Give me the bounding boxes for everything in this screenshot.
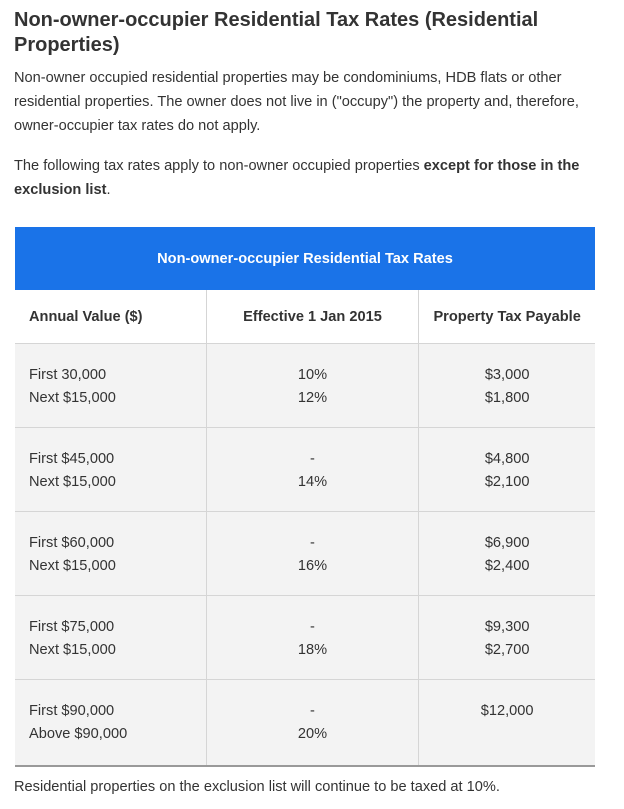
tax-payable-cell: $3,000 $1,800 (418, 343, 595, 428)
tax-payable-cell: $4,800 $2,100 (418, 427, 595, 512)
tax-payable-cell-line: $2,700 (484, 642, 530, 658)
table-row: First $75,000 Next $15,000 - 18% $9,300 $2,70… (15, 595, 595, 680)
annual-value-cell-line: First $90,000 (29, 703, 115, 719)
rate-cell: - 16% (205, 511, 419, 596)
annual-value-cell: First $75,000 Next $15,000 (15, 595, 207, 680)
tax-payable-cell-line: $6,900 (484, 535, 530, 551)
rate-cell-line: - (310, 451, 315, 467)
annual-value-cell: First $90,000 Above $90,000 (15, 679, 207, 767)
rate-cell-line: 14% (297, 474, 328, 490)
annual-value-cell-line: Next $15,000 (29, 642, 116, 658)
annual-value-cell-line: First 30,000 (29, 367, 107, 383)
annual-value-cell: First 30,000 Next $15,000 (15, 343, 207, 428)
tax-payable-cell-line: $2,100 (484, 474, 530, 490)
annual-value-cell-line: Next $15,000 (29, 558, 116, 574)
rate-cell-line: 18% (297, 642, 328, 658)
rates-text-prefix: The following tax rates apply to non-own… (14, 158, 424, 174)
rate-cell-line: - (310, 535, 315, 551)
tax-payable-cell-line: $3,000 (484, 367, 530, 383)
rate-cell-line: 20% (297, 726, 328, 742)
rate-cell-line: - (310, 619, 315, 635)
header-annual-value: Annual Value ($) (15, 290, 207, 344)
annual-value-cell: First $60,000 Next $15,000 (15, 511, 207, 596)
table-row: First 30,000 Next $15,000 10% 12% $3,000 $1,8… (15, 343, 595, 428)
header-tax-payable: Property Tax Payable (418, 290, 595, 344)
exclusion-emphasis: except for those in the exclusion list (14, 158, 580, 198)
annual-value-cell-line: First $45,000 (29, 451, 115, 467)
table-row: First $90,000 Above $90,000 - 20% $12,000 (15, 679, 595, 767)
table-row: First $45,000 Next $15,000 - 14% $4,800 $2,10… (15, 427, 595, 512)
rate-cell-line: 16% (297, 558, 328, 574)
rates-paragraph: The following tax rates apply to non-own… (14, 154, 612, 202)
tax-payable-cell-line: $2,400 (484, 558, 530, 574)
rate-cell: - 20% (205, 679, 419, 767)
annual-value-cell-line: Next $15,000 (29, 474, 116, 490)
footnote: Residential properties on the exclusion … (14, 778, 500, 795)
annual-value-cell: First $45,000 Next $15,000 (15, 427, 207, 512)
rates-text-suffix: . (106, 182, 111, 198)
table-caption: Non-owner-occupier Residential Tax Rates (15, 227, 595, 290)
tax-payable-cell-line (419, 723, 595, 746)
annual-value-cell-line: First $60,000 (29, 535, 115, 551)
tax-payable-cell-line: $1,800 (484, 390, 530, 406)
page-title: Non-owner-occupier Residential Tax Rates… (14, 9, 539, 56)
rate-cell: - 14% (205, 427, 419, 512)
tax-payable-cell: $12,000 (418, 679, 595, 767)
table-row: First $60,000 Next $15,000 - 16% $6,900 $2,40… (15, 511, 595, 596)
annual-value-cell-line: Next $15,000 (29, 390, 116, 406)
rate-cell: - 18% (205, 595, 419, 680)
annual-value-cell-line: First $75,000 (29, 619, 115, 635)
rate-cell: 10% 12% (205, 343, 419, 428)
table-header-row: Annual Value ($) Effective 1 Jan 2015 Pr… (15, 290, 595, 344)
tax-payable-cell-line: $9,300 (484, 619, 530, 635)
tax-payable-cell-line: $12,000 (480, 703, 534, 719)
rate-cell-line: - (310, 703, 315, 719)
rate-cell-line: 12% (297, 390, 328, 406)
tax-payable-cell: $6,900 $2,400 (418, 511, 595, 596)
tax-payable-cell-line: $4,800 (484, 451, 530, 467)
tax-rates-table: Non-owner-occupier Residential Tax Rates… (15, 227, 595, 767)
header-effective-rate: Effective 1 Jan 2015 (205, 290, 419, 344)
tax-payable-cell: $9,300 $2,700 (418, 595, 595, 680)
annual-value-cell-line: Above $90,000 (29, 726, 128, 742)
intro-paragraph: Non-owner occupied residential propertie… (14, 70, 579, 134)
rate-cell-line: 10% (297, 367, 328, 383)
